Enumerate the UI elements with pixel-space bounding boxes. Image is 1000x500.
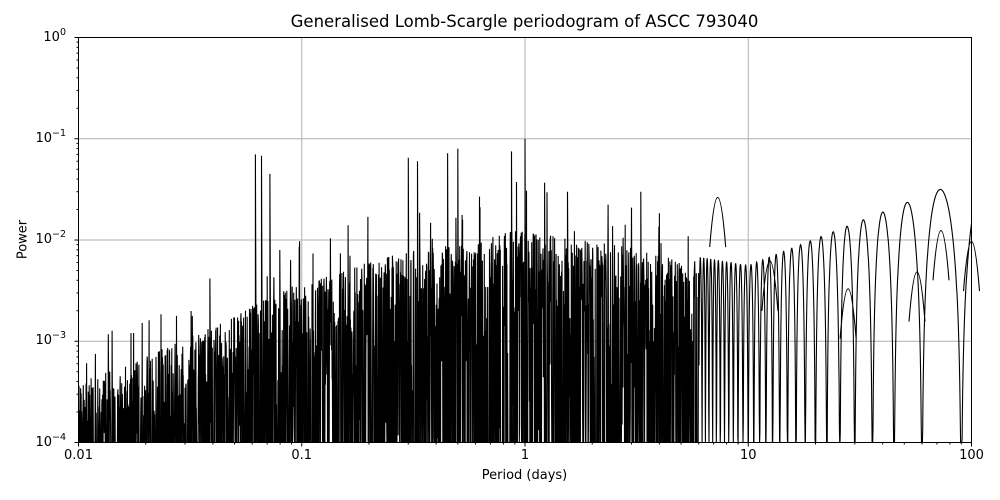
chart-title: Generalised Lomb-Scargle periodogram of … bbox=[290, 12, 759, 31]
axes-frame bbox=[78, 37, 972, 443]
y-tick-label: 10−1 bbox=[35, 127, 66, 146]
x-tick-label: 100 bbox=[959, 448, 984, 463]
y-tick-label: 10−4 bbox=[35, 431, 66, 450]
x-tick-label: 0.1 bbox=[291, 448, 313, 463]
x-tick-label: 0.01 bbox=[64, 448, 93, 463]
y-tick-label: 100 bbox=[43, 26, 66, 45]
periodogram-line bbox=[77, 138, 981, 444]
y-tick-label: 10−3 bbox=[35, 330, 66, 349]
y-tick-label: 10−2 bbox=[35, 229, 66, 248]
x-axis-label: Period (days) bbox=[481, 468, 568, 483]
x-tick-label: 1 bbox=[520, 448, 530, 463]
y-axis-label: Power bbox=[15, 219, 31, 260]
x-tick-label: 10 bbox=[739, 448, 757, 463]
